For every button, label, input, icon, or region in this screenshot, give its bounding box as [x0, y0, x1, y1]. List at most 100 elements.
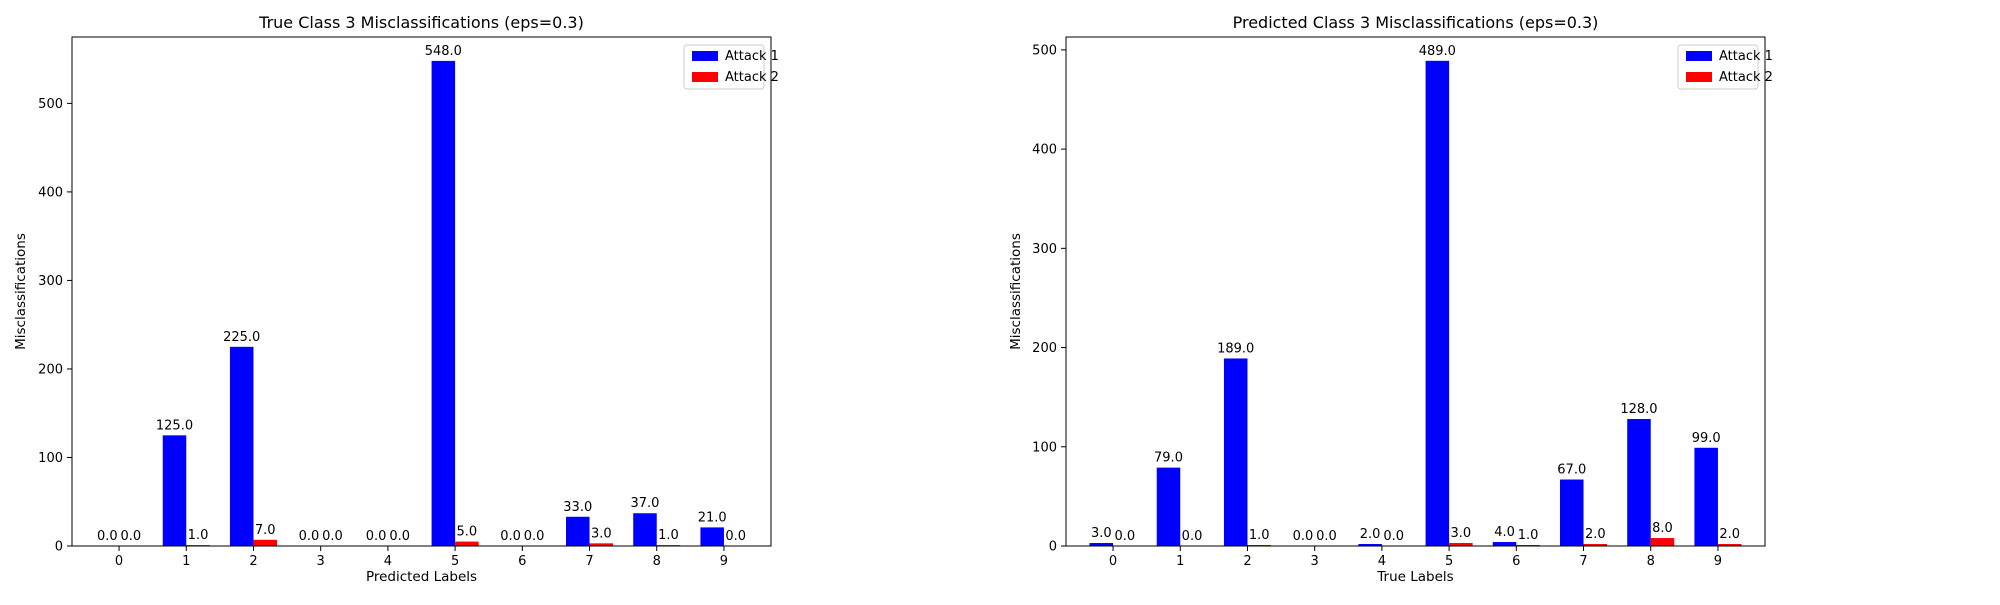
bar-value-label: 2.0	[1719, 527, 1740, 542]
y-tick-label: 100	[38, 451, 63, 466]
legend-label-attack-1: Attack 1	[1719, 49, 1773, 64]
x-tick-label: 5	[1445, 554, 1453, 569]
legend-swatch-attack-1	[1686, 51, 1712, 61]
bar-series-1-cat-7	[566, 516, 590, 546]
x-tick-label: 6	[518, 554, 526, 569]
x-tick-label: 2	[1243, 554, 1251, 569]
chart-panel-true-class-3: True Class 3 Misclassifications (eps=0.3…	[13, 13, 779, 585]
legend-label-attack-2: Attack 2	[725, 70, 779, 85]
bar-series-2-cat-2	[253, 539, 277, 546]
bar-series-2-cat-5	[455, 541, 479, 546]
bar-series-2-cat-5	[1449, 543, 1473, 546]
bar-series-2-cat-7	[589, 543, 614, 546]
x-tick-label: 1	[182, 554, 190, 569]
bar-series-1-cat-0	[1089, 543, 1114, 546]
bar-value-label: 0.0	[120, 529, 141, 544]
bar-value-label: 4.0	[1494, 525, 1515, 540]
bar-series-2-cat-7	[1583, 544, 1608, 546]
legend-label-attack-1: Attack 1	[725, 49, 779, 64]
bars-group	[1089, 60, 1742, 546]
y-tick-label: 200	[38, 362, 63, 377]
y-axis-label: Misclassifications	[1008, 233, 1024, 350]
bar-value-label: 0.0	[366, 529, 387, 544]
bar-value-label: 3.0	[1451, 526, 1472, 541]
x-tick-label: 6	[1512, 554, 1520, 569]
bar-series-1-cat-1	[1156, 467, 1181, 546]
bar-value-label: 0.0	[322, 529, 343, 544]
bar-value-label: 189.0	[1217, 341, 1254, 356]
bar-series-1-cat-8	[633, 513, 657, 546]
bar-value-label: 37.0	[631, 496, 660, 511]
y-axis-label: Misclassifications	[13, 233, 29, 350]
x-tick-label: 7	[585, 554, 593, 569]
bar-value-label: 125.0	[156, 418, 193, 433]
bar-value-label: 3.0	[1091, 526, 1112, 541]
bar-series-1-cat-5	[431, 60, 456, 546]
legend-label-attack-2: Attack 2	[1719, 70, 1773, 85]
y-tick-label: 200	[1032, 341, 1057, 356]
bar-value-label: 1.0	[1249, 528, 1270, 543]
x-tick-label: 7	[1579, 554, 1587, 569]
bar-value-label: 0.0	[1293, 529, 1314, 544]
chart-title: True Class 3 Misclassifications (eps=0.3…	[258, 13, 584, 32]
bars-group	[162, 60, 724, 546]
x-tick-label: 8	[653, 554, 661, 569]
bar-value-label: 1.0	[658, 528, 679, 543]
y-ticks-group: 0 100 200 300 400 500	[38, 97, 72, 555]
bar-value-label: 225.0	[223, 330, 260, 345]
bar-value-label: 489.0	[1419, 44, 1456, 59]
x-tick-label: 8	[1647, 554, 1655, 569]
bar-value-label: 3.0	[591, 526, 612, 541]
bar-value-label: 0.0	[725, 529, 746, 544]
bar-value-label: 67.0	[1557, 463, 1586, 478]
x-tick-label: 9	[1714, 554, 1722, 569]
y-ticks-group: 0 100 200 300 400 500	[1032, 43, 1066, 555]
bar-series-1-cat-4	[1358, 544, 1382, 546]
x-ticks-group: 0 1 2 3 4 5 6 7 8 9	[115, 546, 728, 569]
bar-series-1-cat-6	[1492, 542, 1517, 546]
x-axis-label: True Labels	[1376, 569, 1453, 585]
bar-value-label: 0.0	[524, 529, 545, 544]
legend-swatch-attack-2	[1686, 72, 1712, 82]
plot-frame	[1065, 36, 1766, 547]
y-tick-label: 300	[1032, 242, 1057, 257]
chart-panel-predicted-class-3: Predicted Class 3 Misclassifications (ep…	[1008, 13, 1773, 585]
bar-series-1-cat-5	[1425, 60, 1450, 546]
y-tick-label: 300	[38, 274, 63, 289]
bar-value-label: 0.0	[1316, 529, 1337, 544]
bar-value-label: 0.0	[97, 529, 118, 544]
x-tick-label: 5	[451, 554, 459, 569]
y-tick-label: 100	[1032, 440, 1057, 455]
x-tick-label: 4	[1378, 554, 1386, 569]
bar-value-label: 548.0	[425, 44, 462, 59]
bar-value-label: 8.0	[1652, 521, 1673, 536]
bar-series-1-cat-9	[700, 527, 724, 546]
x-tick-label: 3	[317, 554, 325, 569]
legend: Attack 1 Attack 2	[683, 44, 779, 90]
legend-swatch-attack-2	[692, 72, 718, 82]
bar-series-1-cat-7	[1560, 479, 1584, 546]
y-tick-label: 400	[1032, 143, 1057, 158]
bar-value-label: 1.0	[188, 528, 209, 543]
bar-value-label: 1.0	[1518, 528, 1539, 543]
bar-value-label: 33.0	[563, 500, 592, 515]
x-axis-label: Predicted Labels	[366, 569, 477, 585]
x-tick-label: 0	[115, 554, 123, 569]
chart-title: Predicted Class 3 Misclassifications (ep…	[1233, 13, 1599, 32]
x-tick-label: 2	[249, 554, 257, 569]
bar-value-label: 0.0	[1114, 529, 1135, 544]
legend-swatch-attack-1	[692, 51, 718, 61]
x-tick-label: 4	[384, 554, 392, 569]
y-tick-label: 400	[38, 185, 63, 200]
plot-frame	[71, 36, 772, 547]
bar-value-label: 21.0	[698, 510, 727, 525]
bar-series-1-cat-1	[162, 435, 187, 546]
bar-series-2-cat-8	[1650, 538, 1675, 546]
bar-series-1-cat-2	[229, 346, 254, 546]
bar-value-label: 7.0	[255, 523, 276, 538]
bar-value-label: 0.0	[1383, 529, 1404, 544]
y-tick-label: 500	[38, 97, 63, 112]
